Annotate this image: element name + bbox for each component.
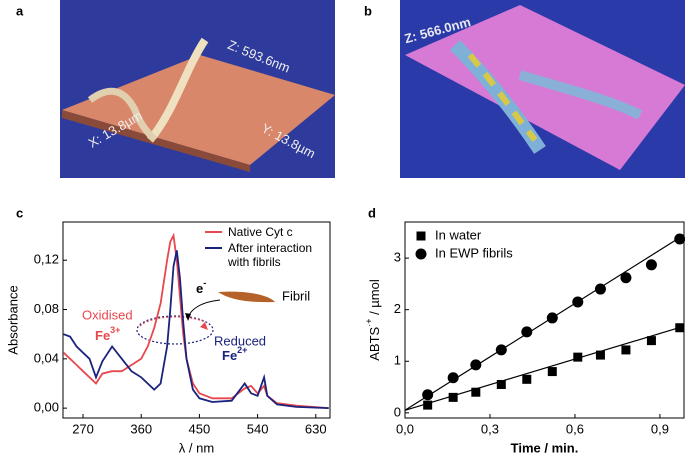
electron-arrow <box>187 299 221 319</box>
y-axis-label-sup: ·+ <box>364 319 374 327</box>
afm-fibril <box>146 37 209 143</box>
data-point <box>448 392 458 402</box>
data-point <box>621 345 631 355</box>
data-point <box>522 374 532 384</box>
legend-marker <box>415 248 427 260</box>
annotation-main: e <box>196 281 203 296</box>
y-tick-label: 0,00 <box>34 400 59 415</box>
annotation-sup: 3+ <box>110 325 120 335</box>
x-tick-label: 450 <box>189 421 211 436</box>
plot-frame <box>62 221 331 419</box>
data-point <box>447 372 459 384</box>
spectrum-line <box>62 232 329 409</box>
x-axis-label: λ / nm <box>179 440 214 455</box>
data-point <box>646 336 656 346</box>
legend-label: After interaction with fibrils <box>228 241 313 269</box>
arrowhead <box>200 322 208 330</box>
data-point <box>496 379 506 389</box>
afm-fibril <box>87 87 158 143</box>
x-tick-label: 630 <box>305 421 327 436</box>
redox-cycle <box>136 315 214 345</box>
data-point <box>423 400 433 410</box>
x-tick-label: 0,3 <box>481 421 499 436</box>
annotation: e- <box>196 278 206 296</box>
x-axis-label: Time / min. <box>511 440 579 455</box>
y-tick-label: 3 <box>394 250 401 265</box>
redox-arrow <box>139 316 206 327</box>
fibril-icon <box>218 291 275 303</box>
spectrum-line <box>63 250 329 409</box>
afm-surface <box>62 55 335 165</box>
y-axis-label-rest: / µmol <box>367 279 382 318</box>
annotation: Fe3+ <box>95 325 120 343</box>
annotation: Oxidised <box>82 307 133 322</box>
legend-item: Native Cyt c <box>228 225 293 239</box>
annotation: Fe2+ <box>222 345 247 363</box>
data-point <box>595 350 605 360</box>
y-tick-label: 0,08 <box>34 301 59 316</box>
arrowhead <box>185 313 191 321</box>
annotation-sup: 2+ <box>237 345 247 355</box>
legend-item: After interaction with fibrils <box>228 241 313 269</box>
y-axis-label: ABTS·+ / µmol <box>364 279 382 361</box>
data-point <box>645 259 657 271</box>
panel-label: b <box>364 3 372 18</box>
x-tick-label: 540 <box>247 421 269 436</box>
data-point <box>471 387 481 397</box>
y-axis-label-main: ABTS <box>367 326 382 360</box>
annotation-sup: - <box>203 278 206 288</box>
x-tick-label: 0,9 <box>651 421 669 436</box>
panel-label: d <box>368 205 376 220</box>
data-point <box>572 296 584 308</box>
annotation: Fibril <box>282 288 310 303</box>
annotation-main: Fe <box>95 328 110 343</box>
panel-label: c <box>16 205 23 220</box>
x-tick-label: 0,0 <box>396 421 414 436</box>
legend-label: In EWP fibrils <box>435 245 513 260</box>
data-point <box>470 359 482 371</box>
data-point <box>594 283 606 295</box>
data-point <box>620 272 632 284</box>
annotation: Reduced <box>214 333 266 348</box>
y-axis-label: Absorbance <box>5 285 20 354</box>
annotation-main: Fe <box>222 348 237 363</box>
legend-label: Native Cyt c <box>228 225 293 239</box>
x-tick-label: 0,6 <box>566 421 584 436</box>
data-point <box>674 233 685 245</box>
fit-line <box>404 325 685 411</box>
y-tick-label: 1 <box>394 353 401 368</box>
data-point <box>521 326 533 338</box>
y-tick-label: 0 <box>394 404 401 419</box>
y-tick-label: 0,04 <box>34 350 59 365</box>
plot-frame <box>404 221 685 419</box>
data-point <box>547 367 557 377</box>
fit-line <box>404 234 685 411</box>
data-point <box>495 344 507 356</box>
x-tick-label: 270 <box>72 421 94 436</box>
data-point <box>546 312 558 324</box>
legend-label: In water <box>435 227 482 242</box>
afm-fibril <box>467 53 538 142</box>
data-point <box>573 352 583 362</box>
afm-fibril <box>518 70 643 120</box>
x-tick-label: 360 <box>130 421 152 436</box>
y-tick-label: 2 <box>394 301 401 316</box>
legend-marker <box>416 231 426 241</box>
panel-label: a <box>16 3 24 18</box>
y-tick-label: 0,12 <box>34 252 59 267</box>
data-point <box>422 389 434 401</box>
afm-edge <box>62 110 250 172</box>
data-point <box>675 323 685 333</box>
